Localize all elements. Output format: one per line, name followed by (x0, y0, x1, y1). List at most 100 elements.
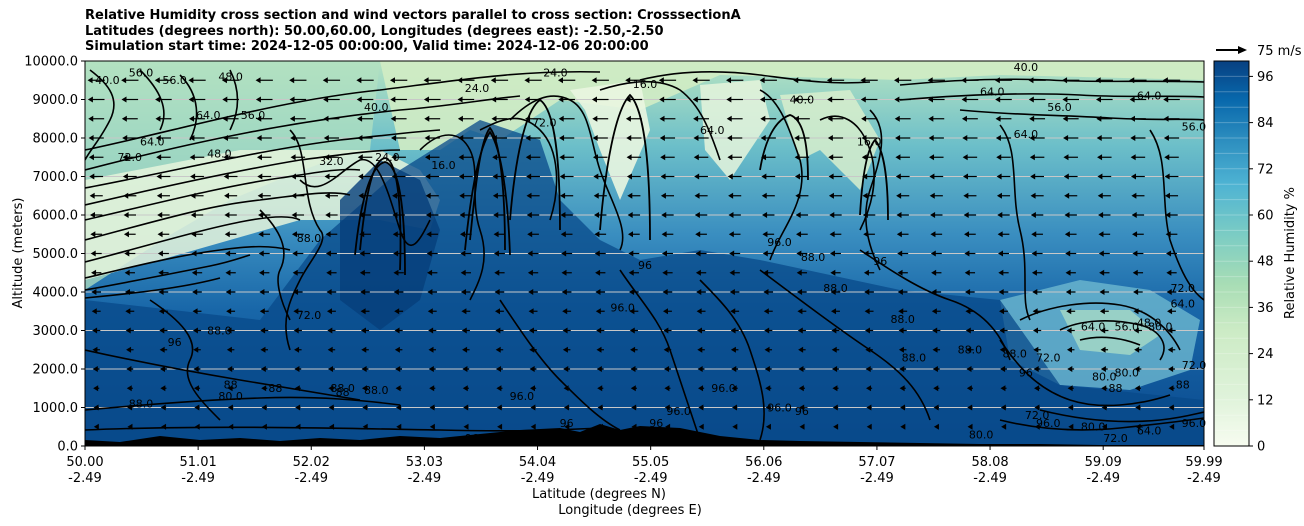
wind-vector-head (391, 173, 397, 180)
wind-vector-head (1062, 96, 1068, 103)
wind-vector-head (729, 289, 735, 295)
colorbar-ticks: 0 12 24 36 48 60 72 84 96 (1249, 70, 1274, 455)
contour-label: 96.0 (510, 390, 535, 403)
contour-label: 88.0 (129, 398, 154, 411)
x-tick-label-lat: 59.09 (1085, 455, 1122, 470)
wind-vector-head (1134, 346, 1140, 353)
wind-vector-head (193, 366, 199, 372)
wind-vector-head (425, 173, 431, 180)
y-tick-label: 8000.0 (33, 132, 79, 147)
wind-vector-head (423, 96, 429, 103)
wind-vector-head (560, 212, 566, 218)
wind-vector-head (1100, 366, 1106, 372)
wind-vector-head (698, 404, 704, 411)
wind-vector-head (726, 77, 732, 84)
wind-vector-head (526, 173, 532, 180)
wind-vector-head (731, 385, 737, 392)
wind-vector-head (389, 77, 395, 84)
colorbar-tick-label: 12 (1257, 393, 1274, 408)
wind-vector-head (1164, 192, 1170, 199)
wind-vector-head (591, 77, 597, 84)
wind-vector-head (123, 192, 129, 199)
wind-vector-head (1062, 77, 1068, 84)
wind-vector-head (728, 192, 734, 199)
wind-vector-head (797, 289, 803, 295)
wind-vector-head (866, 404, 872, 411)
wind-vector-head (529, 385, 535, 392)
wind-vector-head (429, 385, 435, 392)
x-axis-label-latitude: Latitude (degrees N) (532, 487, 666, 502)
contour-label: 88.0 (902, 351, 927, 364)
contour-label: 56.0 (162, 74, 187, 87)
wind-vector-head (529, 366, 535, 372)
wind-vector-head (426, 231, 432, 238)
contour-label: 88 (224, 378, 238, 391)
wind-vector-head (967, 404, 973, 411)
wind-vector-head (188, 96, 194, 103)
wind-vector-head (1162, 77, 1168, 84)
wind-vector-head (395, 366, 401, 372)
wind-vector-head (88, 135, 94, 141)
wind-vector-head (997, 212, 1003, 218)
wind-vector-head (259, 269, 265, 276)
contour-label: 64.0 (980, 86, 1005, 99)
wind-vector-head (495, 327, 501, 334)
wind-vector-head (794, 154, 800, 161)
wind-vector-head (964, 269, 970, 276)
wind-vector-head (625, 115, 631, 122)
wind-vector-head (359, 250, 365, 257)
wind-vector-head (358, 173, 364, 180)
wind-vector-head (289, 77, 295, 84)
wind-vector-head (1166, 250, 1172, 257)
wind-vector-head (462, 366, 468, 372)
wind-vector-head (961, 115, 967, 122)
wind-vector-head (158, 308, 164, 315)
contour-label: 64.0 (196, 109, 221, 122)
wind-vector-head (121, 115, 127, 122)
wind-vector-head (323, 115, 329, 122)
contour-label: 88.0 (330, 382, 355, 395)
wind-vector-head (461, 308, 467, 315)
wind-vector-head (560, 231, 566, 238)
wind-vector-head (392, 231, 398, 238)
wind-vector-head (595, 289, 601, 295)
wind-vector-head (829, 231, 835, 238)
wind-vector-head (628, 269, 634, 276)
contour-label: 80.0 (1114, 367, 1139, 380)
wind-vector-head (328, 385, 334, 392)
wind-vector-head (157, 212, 163, 218)
wind-vector-head (1066, 327, 1072, 334)
wind-vector-head (325, 231, 331, 238)
wind-vector-head (964, 231, 970, 238)
wind-vector-head (762, 212, 768, 218)
contour-label: 56.0 (1114, 321, 1139, 334)
wind-vector-head (458, 154, 464, 161)
wind-vector-head (260, 327, 266, 334)
wind-vector-head (730, 346, 736, 353)
contour-label: 72.0 (1103, 432, 1128, 445)
wind-vector-head (1033, 327, 1039, 334)
wind-vector-head (1129, 77, 1135, 84)
wind-vector-head (1034, 385, 1040, 392)
wind-vector-head (1030, 192, 1036, 199)
wind-vector-head (793, 115, 799, 122)
wind-vector-head (392, 212, 398, 218)
wind-vector-head (391, 154, 397, 161)
wind-vector-head (995, 115, 1001, 122)
contour-label: 96 (873, 255, 887, 268)
wind-vector-head (1000, 385, 1006, 392)
wind-vector-head (492, 192, 498, 199)
contour-label: 24.0 (375, 151, 400, 164)
wind-vector-head (965, 327, 971, 334)
x-tick-label-lon: -2.49 (68, 471, 102, 486)
wind-vector-head (1063, 135, 1069, 141)
wind-vector-head (160, 385, 166, 392)
wind-vector-head (460, 269, 466, 276)
colorbar-tick-label: 84 (1257, 116, 1274, 131)
wind-vector-head (894, 77, 900, 84)
wind-vector-head (458, 173, 464, 180)
wind-vector-head (127, 404, 133, 411)
wind-vector-head (1099, 308, 1105, 315)
wind-vector-head (996, 173, 1002, 180)
wind-vector-head (1063, 173, 1069, 180)
